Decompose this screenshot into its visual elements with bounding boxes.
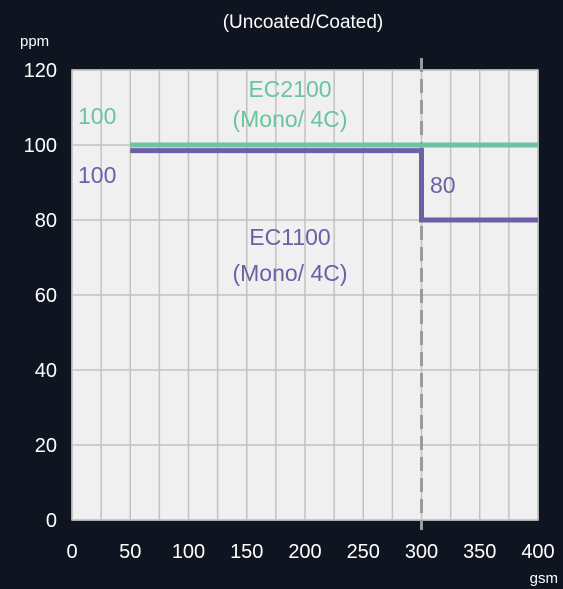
value-label: 100	[78, 103, 116, 129]
x-axis-label: gsm	[530, 570, 558, 587]
x-tick-label: 200	[288, 541, 321, 563]
y-tick-label: 0	[46, 510, 57, 532]
y-axis: 0 20 40 60 80 100 120	[24, 60, 57, 532]
series-name-1: EC1100 (Mono/ 4C)	[232, 224, 347, 286]
x-tick-label: 250	[347, 541, 380, 563]
x-tick-label: 400	[521, 541, 554, 563]
series-names: EC2100 (Mono/ 4C) EC1100 (Mono/ 4C)	[232, 76, 347, 286]
x-tick-label: 350	[463, 541, 496, 563]
x-axis: 0 50 100 150 200 250 300 350 400	[66, 541, 554, 563]
series-line-1	[130, 148, 538, 223]
value-label: 80	[430, 172, 456, 198]
y-tick-label: 20	[35, 435, 57, 457]
x-tick-label: 100	[172, 541, 205, 563]
series-name-line: EC1100	[249, 224, 330, 250]
series-name-line: (Mono/ 4C)	[232, 260, 347, 286]
y-tick-label: 100	[24, 135, 57, 157]
value-label: 100	[78, 162, 116, 188]
x-tick-label: 300	[405, 541, 438, 563]
x-tick-label: 150	[230, 541, 263, 563]
value-labels: 100 100 80	[78, 103, 456, 198]
y-tick-label: 80	[35, 210, 57, 232]
series-layer	[130, 142, 538, 223]
x-tick-label: 0	[66, 541, 77, 563]
x-tick-label: 50	[119, 541, 141, 563]
y-tick-label: 120	[24, 60, 57, 82]
plot-border	[71, 69, 539, 521]
chart-title: (Uncoated/Coated)	[223, 12, 384, 33]
series-name-line: EC2100	[248, 76, 331, 102]
series-name-line: (Mono/ 4C)	[232, 106, 347, 132]
y-axis-label: ppm	[20, 33, 49, 50]
y-tick-label: 60	[35, 285, 57, 307]
series-name-0: EC2100 (Mono/ 4C)	[232, 76, 347, 132]
y-tick-label: 40	[35, 360, 57, 382]
